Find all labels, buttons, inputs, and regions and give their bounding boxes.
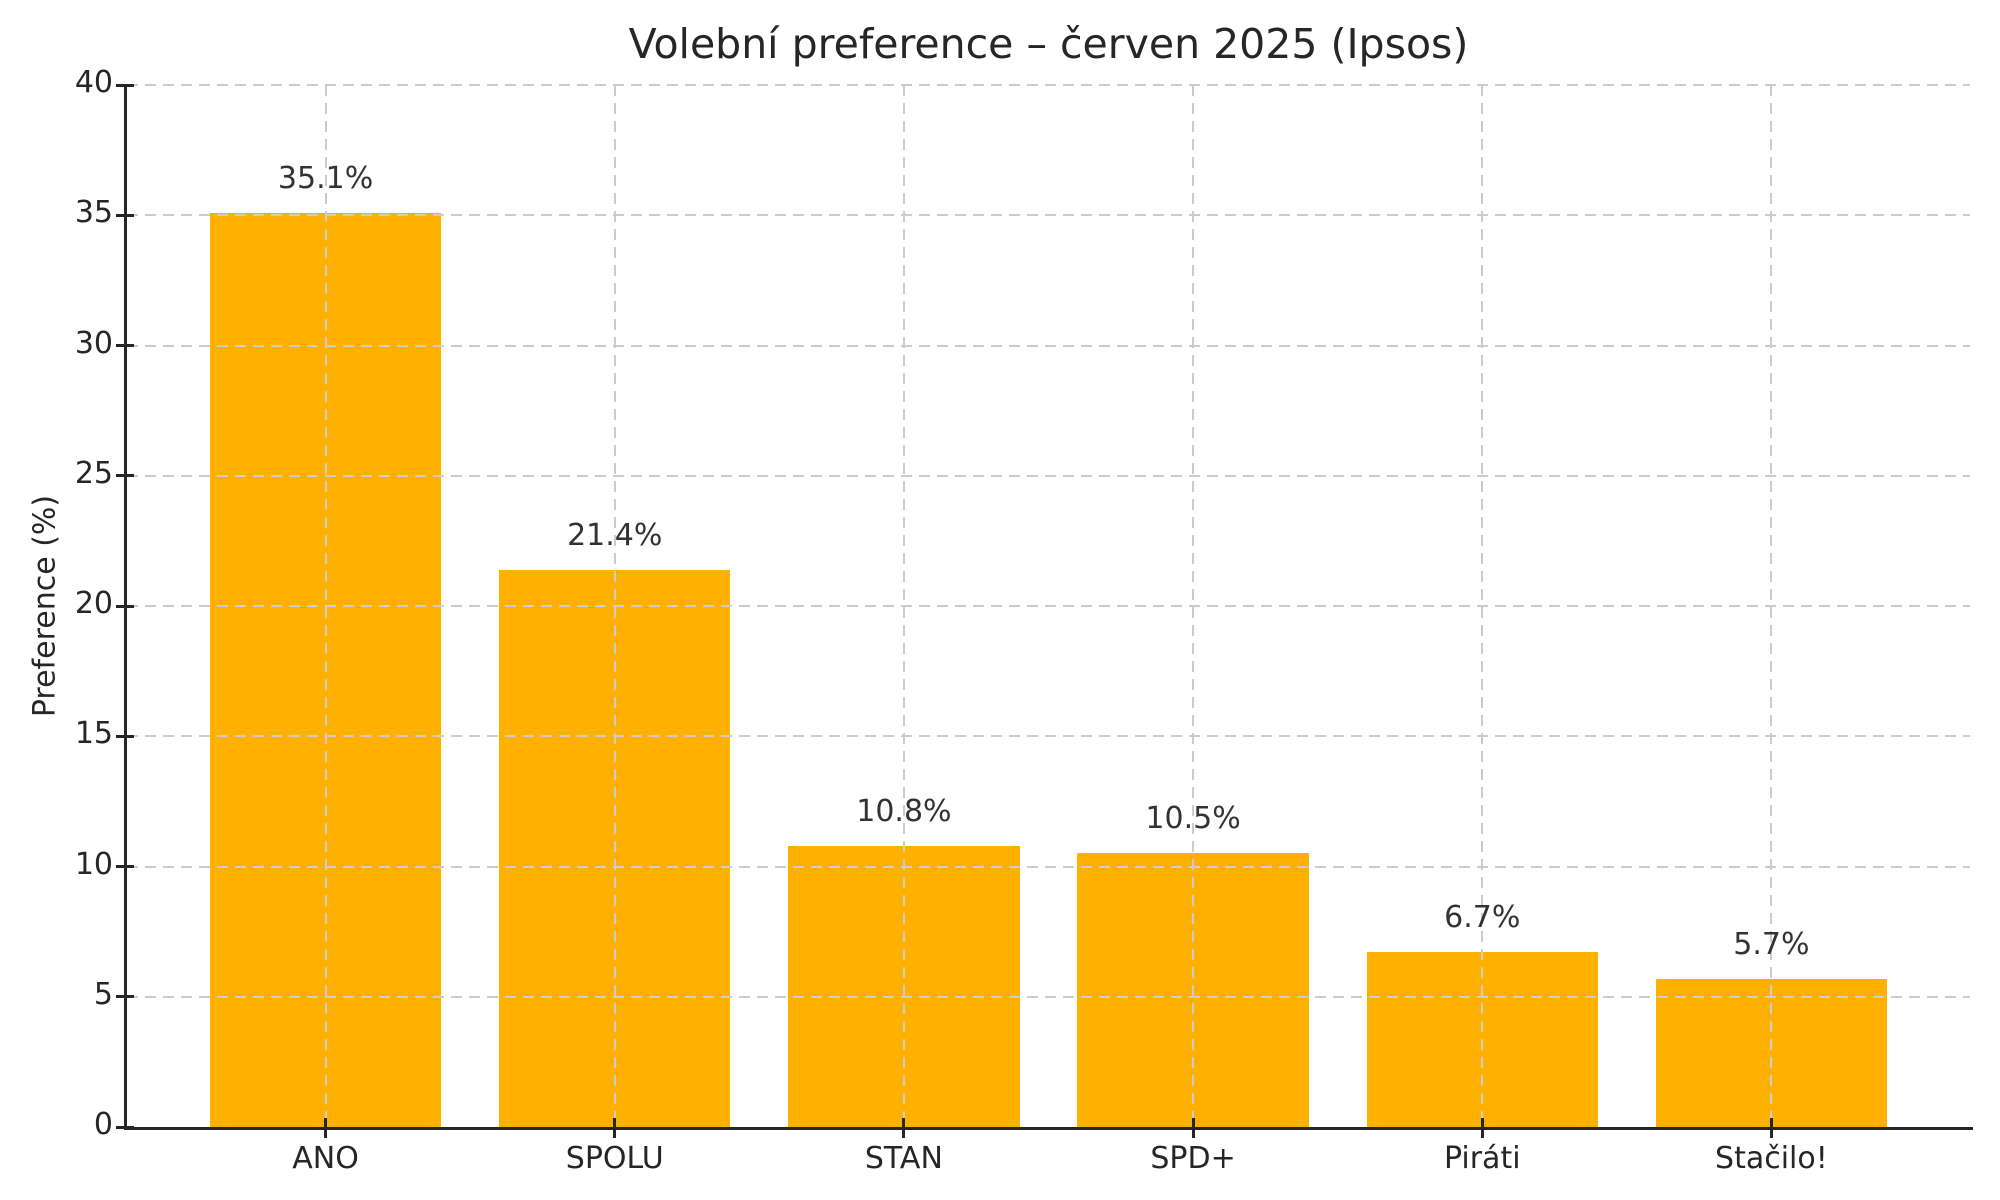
bar-value-label: 6.7% — [1444, 900, 1521, 936]
h-gridline — [127, 605, 1970, 607]
y-tick-label: 15 — [74, 716, 113, 752]
y-tick-label: 40 — [74, 65, 113, 100]
v-gridline — [1481, 85, 1484, 1127]
h-gridline — [127, 84, 1970, 86]
y-tick-label: 5 — [93, 976, 113, 1012]
h-gridline — [127, 995, 1970, 998]
x-axis-line — [124, 1127, 1973, 1130]
x-tick-label: SPOLU — [565, 1141, 664, 1176]
h-gridline — [127, 735, 1970, 738]
v-gridline — [1192, 85, 1195, 1127]
v-gridline — [902, 85, 905, 1127]
x-tick-label: Stačilo! — [1715, 1141, 1828, 1176]
v-gridline — [1770, 85, 1773, 1127]
bar-value-label: 35.1% — [277, 160, 374, 196]
y-tick-label: 20 — [74, 586, 113, 621]
h-gridline — [127, 474, 1970, 477]
x-tick-label: ANO — [292, 1141, 359, 1176]
x-tick-label: Piráti — [1443, 1141, 1521, 1176]
h-gridline — [127, 214, 1970, 217]
h-gridline — [127, 865, 1970, 868]
h-gridline — [127, 344, 1970, 347]
v-gridline — [324, 85, 327, 1127]
y-tick-label: 0 — [93, 1107, 113, 1142]
bar-value-label: 10.8% — [856, 793, 952, 829]
bar-value-label: 5.7% — [1733, 926, 1810, 962]
chart-title: Volební preference – červen 2025 (Ipsos) — [628, 20, 1469, 68]
y-axis-label: Preference (%) — [27, 494, 63, 718]
v-gridline — [613, 85, 616, 1127]
y-axis-line — [124, 85, 127, 1130]
x-tick-label: STAN — [864, 1141, 943, 1176]
y-tick-label: 25 — [74, 455, 113, 491]
y-tick-label: 30 — [74, 325, 113, 361]
bar-value-label: 21.4% — [567, 517, 663, 553]
y-tick-label: 35 — [74, 195, 113, 231]
y-tick-label: 10 — [74, 846, 113, 882]
x-tick-label: SPD+ — [1150, 1141, 1236, 1176]
bar-value-label: 10.5% — [1145, 801, 1241, 837]
